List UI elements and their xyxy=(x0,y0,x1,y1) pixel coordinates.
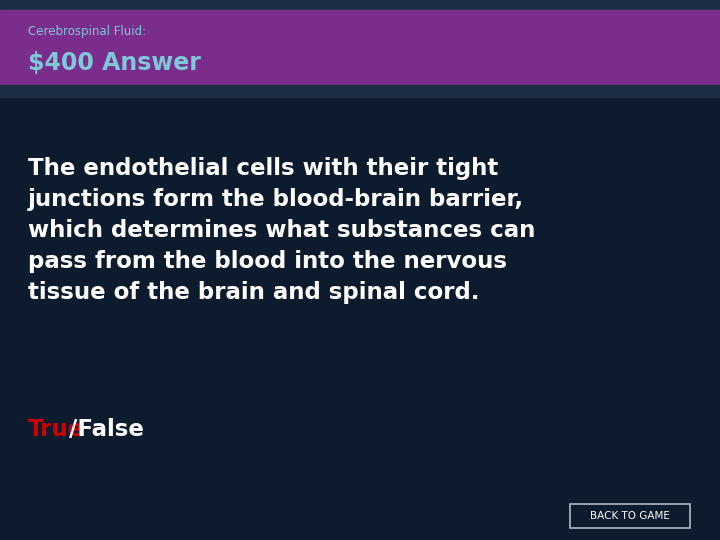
Bar xyxy=(0,0,720,10)
FancyBboxPatch shape xyxy=(570,504,690,528)
Text: True: True xyxy=(28,418,84,442)
Text: Cerebrospinal Fluid:: Cerebrospinal Fluid: xyxy=(28,24,146,37)
Text: /False: /False xyxy=(69,418,144,442)
Bar xyxy=(0,10,720,85)
Text: $400 Answer: $400 Answer xyxy=(28,51,201,75)
Text: BACK TO GAME: BACK TO GAME xyxy=(590,511,670,521)
Text: The endothelial cells with their tight
junctions form the blood-brain barrier,
w: The endothelial cells with their tight j… xyxy=(28,157,536,305)
Bar xyxy=(0,85,720,97)
